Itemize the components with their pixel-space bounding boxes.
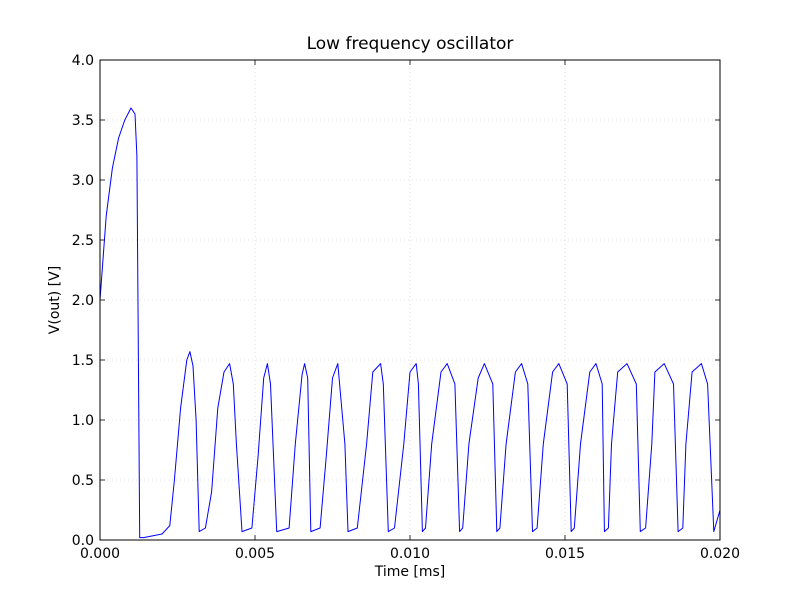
y-tick-label: 4.0 xyxy=(72,53,94,69)
x-tick-label: 0.005 xyxy=(235,546,275,562)
y-tick-label: 3.5 xyxy=(72,113,94,129)
y-tick-label: 3.0 xyxy=(72,173,94,189)
x-axis-label: Time [ms] xyxy=(374,564,446,580)
series-layer xyxy=(99,107,721,539)
y-tick-label: 0.0 xyxy=(72,533,94,549)
y-tick-label: 2.0 xyxy=(72,293,94,309)
x-tick-label: 0.015 xyxy=(545,546,585,562)
y-axis-label: V(out) [V] xyxy=(47,266,63,334)
y-tick-label: 0.5 xyxy=(72,473,94,489)
x-tick-label: 0.000 xyxy=(80,546,120,562)
y-tick-label: 2.5 xyxy=(72,233,94,249)
axis-ticks: 0.000 0.005 0.010 0.015 0.020 0.0 0.5 1.0 1.5 2.0… xyxy=(72,53,740,562)
x-tick-label: 0.020 xyxy=(700,546,740,562)
y-tick-label: 1.0 xyxy=(72,413,94,429)
grid-lines xyxy=(100,60,720,540)
x-tick-label: 0.010 xyxy=(390,546,430,562)
series-line xyxy=(99,107,721,539)
chart-title: Low frequency oscillator xyxy=(307,34,514,54)
y-tick-label: 1.5 xyxy=(72,353,94,369)
